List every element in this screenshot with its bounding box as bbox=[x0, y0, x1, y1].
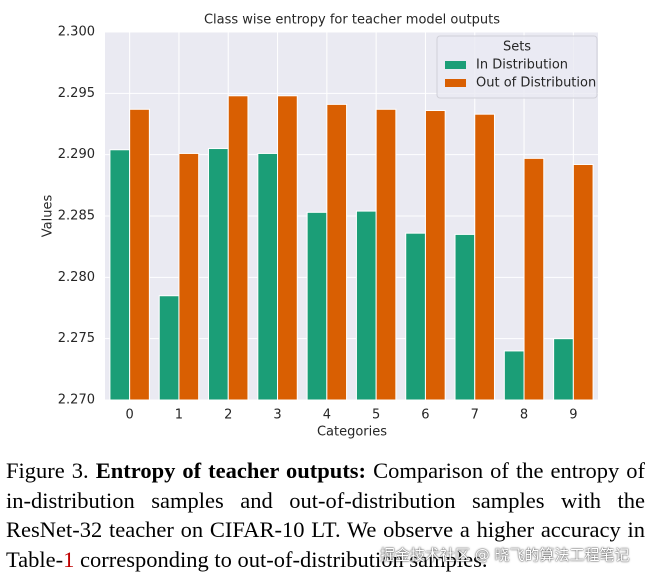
bar bbox=[375, 108, 397, 401]
x-tick-label: 8 bbox=[520, 408, 528, 423]
y-axis-label: Values bbox=[41, 195, 56, 238]
x-tick-label: 6 bbox=[421, 408, 429, 423]
x-tick-label: 0 bbox=[126, 408, 134, 423]
bar bbox=[326, 103, 348, 401]
bar bbox=[277, 95, 298, 401]
bar bbox=[109, 149, 131, 401]
watermark: 掘金技术社区 @ 晓飞的算法工程笔记 bbox=[380, 546, 630, 564]
legend-label: In Distribution bbox=[476, 58, 568, 73]
x-tick-label: 5 bbox=[372, 408, 380, 423]
y-tick-label: 2.275 bbox=[58, 331, 95, 346]
bar bbox=[208, 148, 229, 401]
bar bbox=[257, 152, 279, 401]
chart-title: Class wise entropy for teacher model out… bbox=[204, 13, 500, 28]
y-tick-label: 2.295 bbox=[58, 86, 95, 101]
x-tick-label: 3 bbox=[273, 408, 281, 423]
caption: Figure 3. Entropy of teacher outputs: Co… bbox=[6, 456, 645, 574]
caption-tail: corresponding to out-of-distribution sam… bbox=[80, 546, 488, 572]
bar bbox=[227, 95, 249, 401]
legend-label: Out of Distribution bbox=[476, 76, 596, 91]
x-tick-label: 9 bbox=[569, 408, 577, 423]
bar bbox=[503, 350, 525, 401]
legend-title: Sets bbox=[503, 40, 531, 55]
caption-text: Comparison of the entropy of in-distribu… bbox=[6, 458, 646, 572]
x-tick-label: 1 bbox=[175, 408, 183, 423]
x-tick-label: 2 bbox=[224, 408, 232, 423]
y-tick-label: 2.290 bbox=[58, 147, 95, 162]
y-tick-label: 2.285 bbox=[58, 209, 95, 224]
x-tick-label: 7 bbox=[471, 408, 479, 423]
legend-box bbox=[436, 35, 598, 99]
bar bbox=[306, 211, 328, 401]
chart: Class wise entropy for teacher model out… bbox=[41, 13, 598, 440]
y-tick-label: 2.300 bbox=[58, 25, 95, 40]
bar bbox=[454, 233, 476, 401]
caption-ref[interactable]: 1 bbox=[63, 546, 75, 572]
bar bbox=[553, 338, 574, 401]
bar bbox=[129, 108, 150, 401]
bar bbox=[474, 113, 495, 401]
caption-bold: Entropy of teacher outputs: bbox=[95, 458, 367, 483]
bar bbox=[405, 232, 426, 401]
bar bbox=[178, 152, 200, 401]
x-tick-label: 4 bbox=[323, 408, 331, 423]
x-axis-label: Categories bbox=[317, 425, 387, 440]
legend-swatch bbox=[445, 61, 466, 69]
bar bbox=[572, 163, 594, 401]
caption-label: Figure 3. bbox=[6, 458, 89, 483]
bar bbox=[158, 295, 180, 401]
y-tick-label: 2.270 bbox=[58, 393, 95, 408]
bar bbox=[424, 110, 446, 401]
bar bbox=[523, 157, 545, 401]
y-tick-label: 2.280 bbox=[58, 270, 95, 285]
bar bbox=[355, 210, 377, 401]
legend-swatch bbox=[445, 79, 466, 87]
